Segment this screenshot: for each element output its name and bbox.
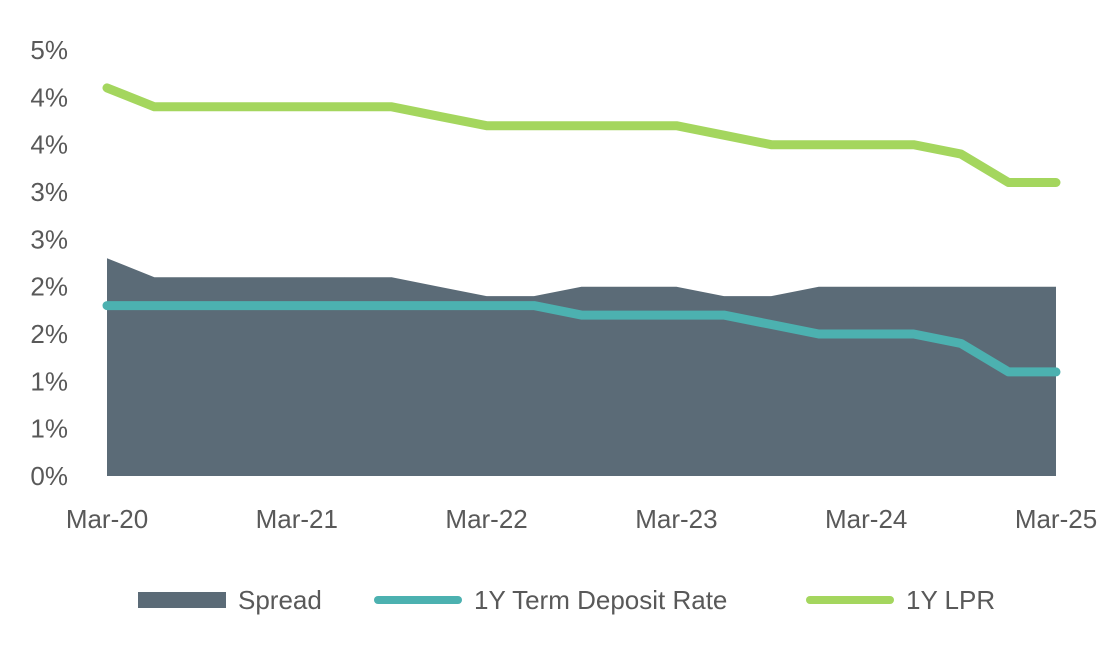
legend-item-term-deposit: 1Y Term Deposit Rate <box>374 578 727 622</box>
x-tick-label: Mar-22 <box>445 504 527 534</box>
legend-swatch-spread <box>138 592 226 608</box>
series-area-spread <box>107 258 1056 476</box>
line-layer <box>102 83 1061 377</box>
legend-label-lpr: 1Y LPR <box>906 584 996 615</box>
y-tick-label: 4% <box>30 82 68 112</box>
legend-item-spread: Spread <box>138 578 322 622</box>
area-layer <box>106 258 1057 476</box>
legend-swatch-lpr <box>806 596 894 604</box>
y-tick-label: 1% <box>30 414 68 444</box>
x-tick-label: Mar-25 <box>1015 504 1097 534</box>
y-tick-label: 5% <box>30 35 68 65</box>
x-tick-label: Mar-23 <box>635 504 717 534</box>
y-tick-label: 4% <box>30 130 68 160</box>
x-tick-label: Mar-24 <box>825 504 907 534</box>
legend-item-lpr: 1Y LPR <box>806 578 995 622</box>
x-axis: Mar-20 Mar-21 Mar-22 Mar-23 Mar-24 Mar-25 <box>66 504 1097 534</box>
y-tick-label: 1% <box>30 366 68 396</box>
legend-label-term-deposit: 1Y Term Deposit Rate <box>474 584 728 615</box>
y-tick-label: 2% <box>30 272 68 302</box>
y-tick-label: 0% <box>30 461 68 491</box>
series-line-1y-lpr <box>102 83 1061 187</box>
chart: 0%1%1%2%2%3%3%4%4%5% Mar-20 Mar-21 Mar-22 M… <box>30 35 1097 534</box>
y-axis: 0% 1% 1% 2% 2% 3% 3% 4% 4% 5% <box>30 35 68 491</box>
x-tick-label: Mar-21 <box>256 504 338 534</box>
y-tick-label: 3% <box>30 177 68 207</box>
legend-label-spread: Spread <box>238 584 322 615</box>
legend-swatch-term-deposit <box>374 596 462 604</box>
legend: Spread 1Y Term Deposit Rate 1Y LPR <box>0 578 1114 628</box>
y-tick-label: 3% <box>30 224 68 254</box>
x-tick-label: Mar-20 <box>66 504 148 534</box>
y-tick-label: 2% <box>30 319 68 349</box>
